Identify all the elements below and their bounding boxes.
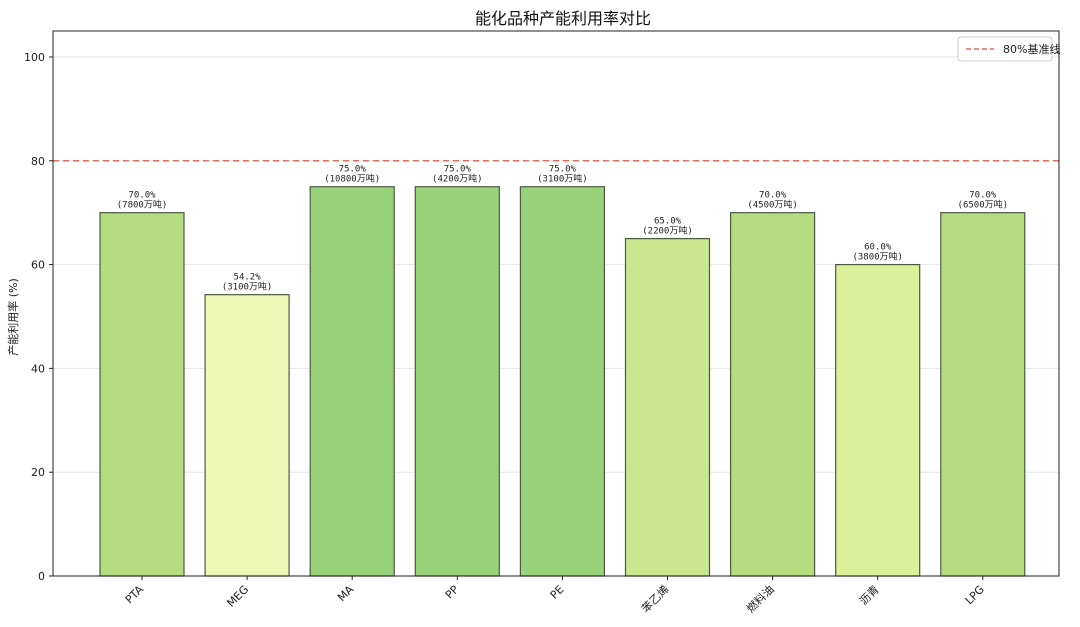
bar-苯乙烯 — [624, 238, 711, 577]
x-tick-label: LPG — [963, 583, 987, 607]
bar-PE — [519, 186, 606, 577]
x-tick-label: PE — [548, 583, 567, 602]
data-label-capacity: (7800万吨) — [117, 199, 168, 211]
y-tick-label: 80 — [31, 155, 45, 168]
x-axis-ticks: PTA MEG MA PP PE 苯乙烯 燃料油 沥青 LPG — [123, 576, 987, 615]
data-label-value: 60.0% — [864, 243, 892, 253]
data-label-capacity: (6500万吨) — [958, 199, 1009, 211]
data-label-value: 75.0% — [549, 165, 577, 175]
bar-PTA — [99, 212, 185, 577]
data-label-capacity: (4500万吨) — [747, 199, 798, 211]
data-label-value: 54.2% — [234, 273, 262, 283]
legend-label: 80%基准线 — [1003, 42, 1060, 56]
data-label-capacity: (3100万吨) — [537, 173, 588, 185]
y-tick-label: 60 — [31, 259, 45, 272]
bar-沥青 — [835, 263, 921, 577]
data-labels: 70.0%(7800万吨)54.2%(3100万吨)75.0%(10800万吨)… — [117, 165, 1008, 293]
data-label-value: 70.0% — [969, 191, 997, 201]
x-tick-label: 苯乙烯 — [638, 582, 671, 615]
data-label-value: 65.0% — [654, 217, 682, 227]
bar-燃料油 — [729, 212, 816, 577]
y-tick-label: 0 — [38, 570, 45, 583]
bar-LPG — [940, 212, 1026, 577]
data-label-value: 70.0% — [759, 191, 787, 201]
y-axis-ticks: 0 20 40 60 80 100 — [24, 51, 53, 583]
y-tick-label: 100 — [24, 51, 45, 64]
x-tick-label: MEG — [224, 583, 251, 610]
x-tick-label: MA — [335, 583, 357, 605]
x-tick-label: 沥青 — [857, 583, 882, 608]
data-label-capacity: (3800万吨) — [852, 251, 903, 263]
y-tick-label: 40 — [31, 362, 45, 375]
data-label-capacity: (4200万吨) — [432, 173, 483, 185]
plot-frame — [52, 30, 1060, 577]
legend: 80%基准线 — [957, 36, 1060, 62]
bar-MA — [309, 186, 395, 577]
chart-title: 能化品种产能利用率对比 — [475, 9, 651, 28]
data-label-value: 70.0% — [128, 191, 156, 201]
x-tick-label: PTA — [123, 583, 147, 607]
data-label-capacity: (3100万吨) — [222, 281, 273, 293]
bar-MEG — [204, 294, 290, 577]
y-axis-label: 产能利用率 (%) — [6, 278, 20, 356]
x-tick-label: PP — [443, 583, 462, 602]
data-label-capacity: (10800万吨) — [324, 173, 380, 185]
data-label-capacity: (2200万吨) — [642, 225, 693, 237]
data-label-value: 75.0% — [444, 165, 472, 175]
y-tick-label: 20 — [31, 466, 45, 479]
legend-box — [957, 36, 1053, 62]
data-label-value: 75.0% — [339, 165, 367, 175]
x-tick-label: 燃料油 — [743, 582, 776, 615]
bars-group — [99, 186, 1026, 577]
bar-PP — [414, 186, 500, 577]
